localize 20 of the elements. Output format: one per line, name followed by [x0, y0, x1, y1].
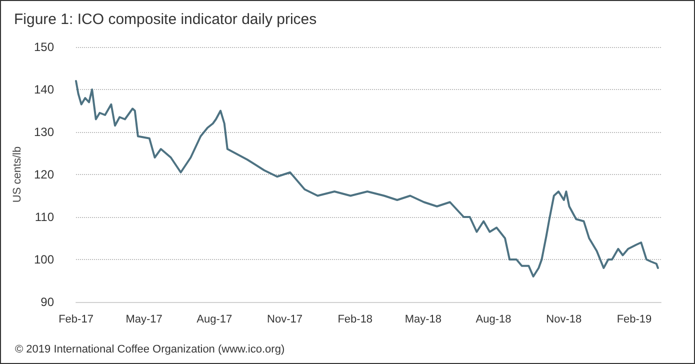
y-tick-label: 140 [34, 82, 54, 96]
x-tick-label: Nov-17 [267, 314, 302, 326]
y-tick-label: 100 [34, 252, 54, 266]
chart-title: Figure 1: ICO composite indicator daily prices [14, 11, 317, 28]
y-axis-title: US cents/lb [12, 146, 24, 203]
x-tick-label: Aug-17 [196, 314, 232, 326]
x-tick-label: Feb-17 [58, 314, 94, 326]
x-tick-label: Feb-19 [616, 314, 652, 326]
line-series [75, 80, 659, 278]
y-tick-label: 120 [34, 168, 54, 182]
x-tick-label: Aug-18 [476, 314, 512, 326]
x-tick-label: May-17 [126, 314, 162, 326]
y-tick-label: 150 [34, 40, 54, 54]
y-tick-label: 90 [40, 295, 54, 309]
x-tick-label: Nov-18 [546, 314, 582, 326]
x-tick-label: May-18 [404, 314, 442, 326]
x-tick-label: Feb-18 [338, 314, 373, 326]
y-tick-label: 130 [34, 125, 54, 139]
text: © 2019 International Coffee Organization (www.ico.org) [15, 344, 285, 356]
y-tick-label: 110 [34, 210, 54, 224]
